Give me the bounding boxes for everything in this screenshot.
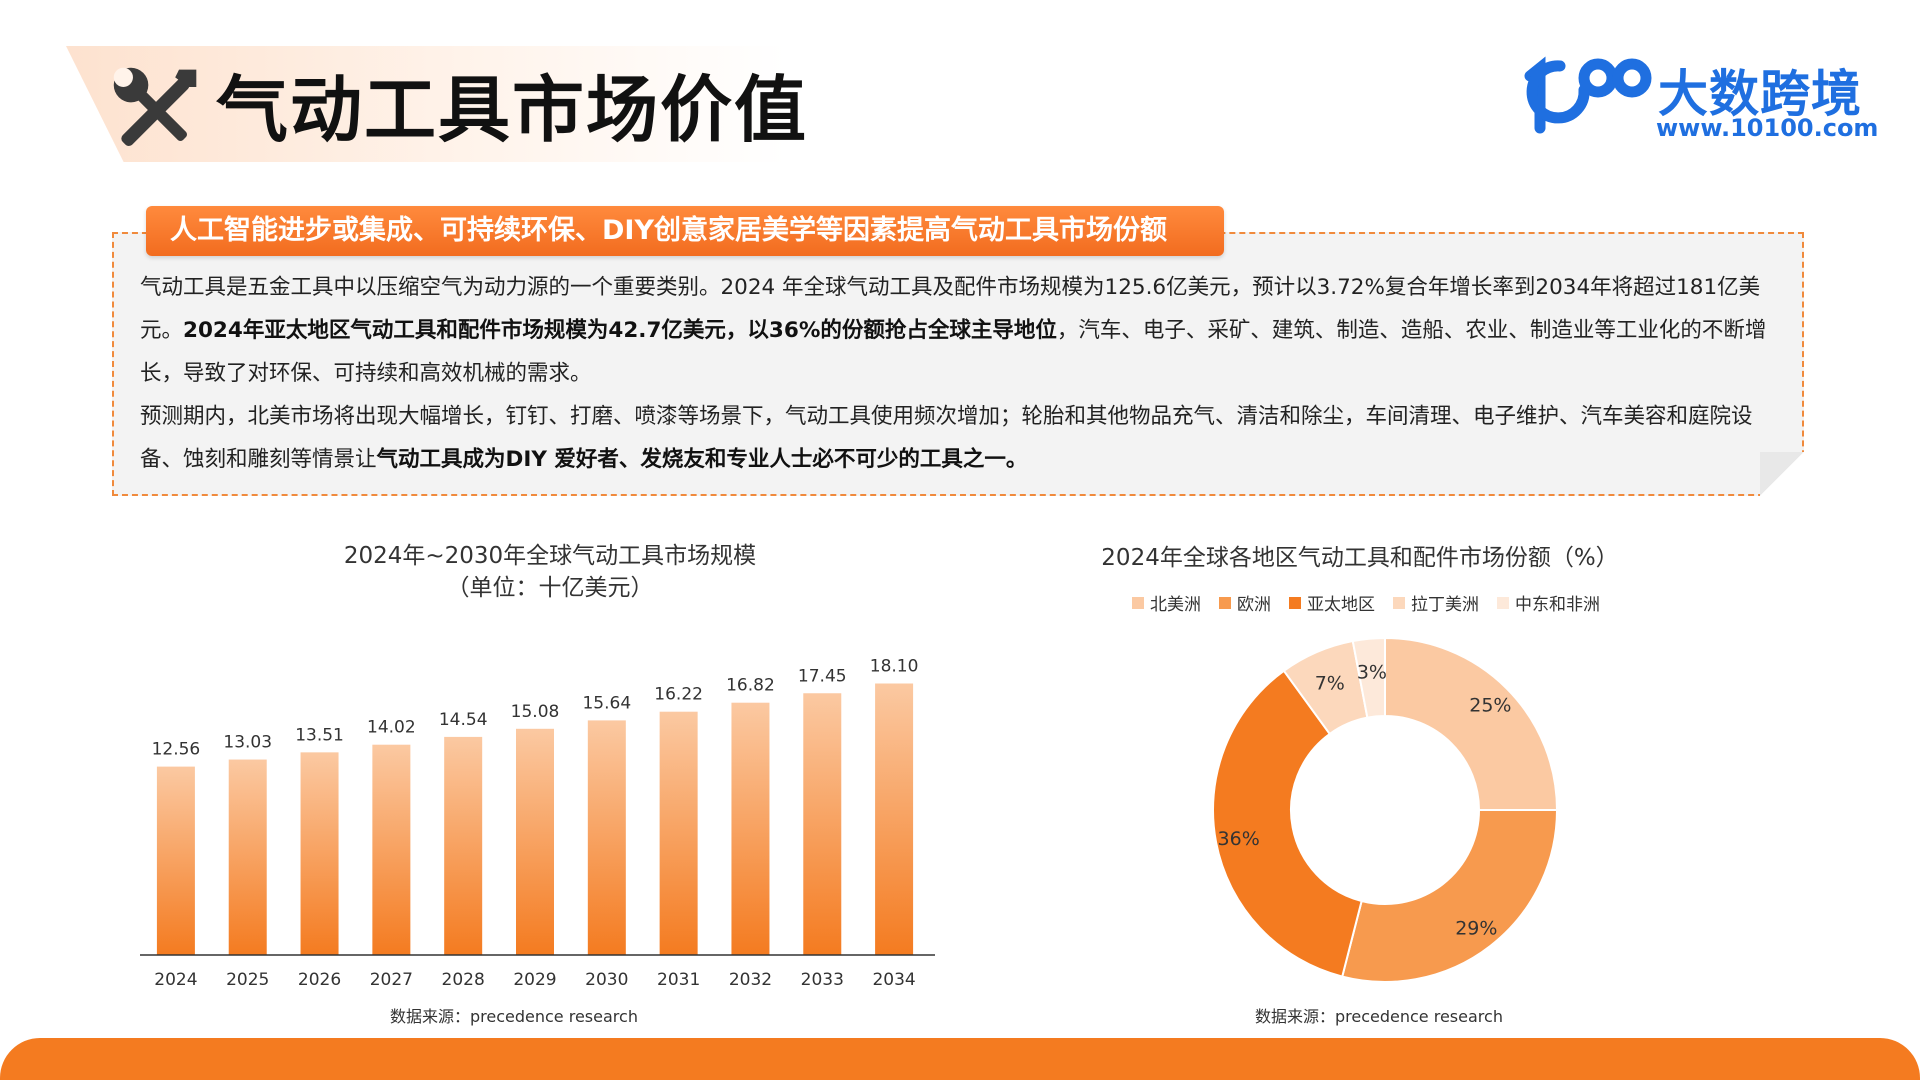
slice-label: 7%: [1315, 672, 1345, 694]
bar-value-label: 16.22: [654, 685, 703, 705]
slice-label: 3%: [1357, 662, 1387, 684]
logo-mark-icon: [1524, 56, 1652, 134]
x-tick-label: 2030: [585, 970, 628, 990]
x-tick-label: 2024: [154, 970, 197, 990]
bar-2024: [156, 766, 195, 955]
slice-label: 29%: [1455, 918, 1497, 940]
info-p1-text: 气动工具是五金工具中以压缩空气为动力源的一个重要类别。2024 年全球气动工具及…: [140, 275, 1761, 343]
bar-chart-source: 数据来源：precedence research: [390, 1007, 638, 1026]
bar-2028: [444, 736, 483, 955]
info-heading: 人工智能进步或集成、可持续环保、DIY创意家居美学等因素提高气动工具市场份额: [146, 206, 1224, 256]
legend-label: 拉丁美洲: [1411, 595, 1479, 615]
info-p1-text-end: ，汽车、电子、采矿、建筑、制造、造船、农业、制造业等工业化的不断增长，导致了对环…: [140, 318, 1767, 386]
brand-logo: 大数跨境 www.10100.com: [1520, 48, 1878, 148]
slice-中东和非洲: [1351, 636, 1386, 719]
logo-name: 大数跨境: [1658, 65, 1862, 123]
bar-value-label: 13.51: [295, 725, 344, 745]
title-band: [66, 46, 786, 162]
legend-item: 亚太地区: [1289, 590, 1375, 615]
info-p2-highlight: 气动工具成为DIY 爱好者、发烧友和专业人士必不可少的工具之一。: [376, 447, 1028, 472]
bar-value-label: 13.03: [223, 733, 272, 753]
info-paragraph-2: 预测期内，北美市场将出现大幅增长，钉钉、打磨、喷漆等场景下，气动工具使用频次增加…: [140, 395, 1780, 481]
legend-item: 北美洲: [1132, 590, 1201, 615]
pie-chart-title: 2024年全球各地区气动工具和配件市场份额（%）: [1101, 545, 1619, 571]
x-tick-label: 2025: [226, 970, 269, 990]
info-paragraph-1: 气动工具是五金工具中以压缩空气为动力源的一个重要类别。2024 年全球气动工具及…: [140, 266, 1780, 395]
info-text: 气动工具是五金工具中以压缩空气为动力源的一个重要类别。2024 年全球气动工具及…: [140, 266, 1780, 481]
legend-item: 拉丁美洲: [1393, 590, 1479, 615]
info-p1-highlight: 2024年亚太地区气动工具和配件市场规模为42.7亿美元，以36%的份额抢占全球…: [183, 318, 1057, 343]
page-fold-decoration: [1760, 452, 1804, 496]
x-tick-label: 2029: [513, 970, 556, 990]
x-tick-label: 2032: [729, 970, 772, 990]
tools-icon: [113, 67, 197, 147]
bar-2027: [372, 744, 411, 955]
bar-2026: [300, 752, 339, 955]
bar-value-label: 16.82: [726, 676, 775, 696]
bar-2033: [803, 693, 842, 955]
legend-label: 中东和非洲: [1515, 595, 1600, 615]
bar-chart: 12.56 2024 13.03 2025 13.51 2026 14.02 2027 14.5…: [140, 657, 935, 990]
x-tick-label: 2034: [872, 970, 915, 990]
legend-label: 亚太地区: [1307, 595, 1375, 615]
page-title: 气动工具市场价值: [216, 68, 809, 152]
legend-label: 北美洲: [1150, 595, 1201, 615]
legend-item: 中东和非洲: [1497, 590, 1600, 615]
bar-value-label: 15.08: [511, 702, 560, 722]
x-tick-label: 2028: [442, 970, 485, 990]
legend-swatch: [1393, 596, 1405, 609]
bar-value-label: 14.54: [439, 710, 488, 730]
x-tick-label: 2031: [657, 970, 700, 990]
x-tick-label: 2026: [298, 970, 341, 990]
donut-chart: 25% 29% 36% 7% 3%: [1212, 636, 1559, 983]
legend-swatch: [1289, 596, 1301, 609]
slice-亚太地区: [1212, 669, 1363, 978]
legend-swatch: [1219, 596, 1231, 609]
slice-北美洲: [1384, 636, 1559, 811]
bar-2029: [516, 728, 554, 955]
bar-2030: [587, 720, 626, 955]
bar-value-label: 15.64: [582, 693, 631, 713]
bar-value-label: 14.02: [367, 718, 416, 738]
x-tick-label: 2027: [370, 970, 413, 990]
legend-swatch: [1497, 596, 1509, 609]
bar-chart-title-line2: （单位：十亿美元）: [446, 575, 654, 601]
bar-2025: [228, 759, 267, 955]
bottom-bar: [0, 1038, 1920, 1080]
logo-url: www.10100.com: [1656, 114, 1879, 142]
info-box: [112, 232, 1804, 496]
bar-value-label: 12.56: [152, 740, 201, 760]
pie-chart-source: 数据来源：precedence research: [1255, 1007, 1503, 1026]
bar-chart-title: 2024年~2030年全球气动工具市场规模 （单位：十亿美元）: [300, 540, 800, 604]
legend-label: 欧洲: [1237, 595, 1271, 615]
bar-2032: [731, 702, 770, 955]
bar-value-label: 18.10: [870, 657, 919, 677]
slice-欧洲: [1341, 809, 1559, 983]
bar-2031: [659, 711, 698, 955]
info-p2-text: 预测期内，北美市场将出现大幅增长，钉钉、打磨、喷漆等场景下，气动工具使用频次增加…: [140, 404, 1753, 472]
bar-chart-title-line1: 2024年~2030年全球气动工具市场规模: [343, 543, 757, 569]
bar-value-label: 17.45: [798, 666, 847, 686]
legend-swatch: [1132, 596, 1144, 609]
bar-2034: [875, 683, 914, 955]
pie-legend: 北美洲 欧洲 亚太地区 拉丁美洲 中东和非洲: [1132, 590, 1600, 615]
slice-label: 36%: [1218, 828, 1260, 850]
x-tick-label: 2033: [801, 970, 844, 990]
legend-item: 欧洲: [1219, 590, 1271, 615]
slice-label: 25%: [1469, 695, 1511, 717]
